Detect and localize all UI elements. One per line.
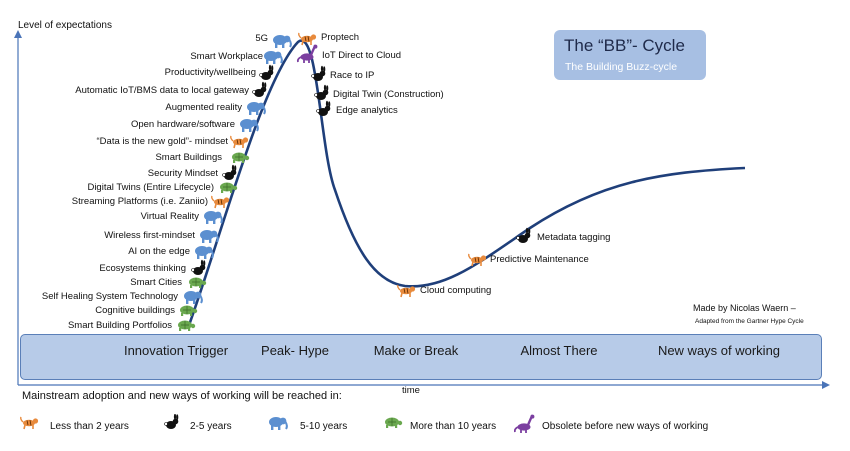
item-label: Augmented reality: [165, 102, 242, 113]
item-label: 5G: [255, 33, 268, 44]
item-label: Automatic IoT/BMS data to local gateway: [75, 85, 249, 96]
phase-almost-there: Almost There: [520, 343, 598, 358]
item-label: Virtual Reality: [140, 211, 199, 222]
turtle-icon: [385, 417, 403, 428]
item-label: Productivity/wellbeing: [164, 67, 256, 78]
diagram-title: The “BB”- Cycle: [564, 36, 685, 55]
phase-band: Innovation Trigger Peak- Hype Make or Br…: [20, 334, 822, 380]
item-label: IoT Direct to Cloud: [322, 50, 402, 61]
elephant-icon: [247, 102, 266, 115]
rabbit-icon: [314, 84, 329, 100]
item-label: Digital Twins (Entire Lifecycle): [87, 182, 214, 193]
diagram-subtitle: The Building Buzz-cycle: [565, 61, 678, 73]
rabbit-icon: [164, 414, 179, 429]
elephant-icon: [269, 417, 288, 430]
item-label: Metadata tagging: [537, 232, 611, 243]
item-label: AI on the edge: [128, 246, 190, 257]
item-label: Smart Buildings: [155, 152, 222, 163]
phase-new-ways-of-working: New ways of working: [657, 343, 781, 358]
rabbit-icon: [316, 100, 331, 116]
rabbit-icon: [191, 259, 206, 275]
y-axis-arrow: [14, 30, 22, 38]
elephant-icon: [200, 230, 219, 243]
title-box: The “BB”- Cycle The Building Buzz-cycle: [554, 30, 706, 80]
dinosaur-icon: [514, 414, 535, 433]
rabbit-icon: [222, 164, 237, 180]
legend-label: 5-10 years: [300, 421, 348, 432]
phase-make-or-break: Make or Break: [373, 343, 459, 358]
item-label: Smart Workplace: [190, 51, 263, 62]
item-label: Predictive Maintenance: [490, 254, 589, 265]
item-label: Proptech: [321, 32, 360, 43]
credit-author: Made by Nicolas Waern –: [693, 303, 796, 313]
rabbit-icon: [311, 65, 326, 81]
item-label: Streaming Platforms (i.e. Zaniio): [71, 196, 208, 207]
item-label: Open hardware/software: [130, 119, 235, 130]
turtle-icon: [189, 277, 207, 288]
elephant-icon: [240, 119, 259, 132]
y-axis-label: Level of expectations: [18, 20, 112, 31]
rabbit-icon: [259, 64, 274, 80]
item-label: Race to IP: [330, 70, 375, 81]
item-label: Edge analytics: [336, 105, 398, 116]
legend-label: Obsolete before new ways of working: [542, 421, 709, 432]
legend-label: More than 10 years: [410, 421, 497, 432]
x-axis-label: time: [402, 385, 420, 396]
item-label: “Data is the new gold”- mindset: [96, 136, 228, 147]
elephant-icon: [264, 51, 283, 64]
phase-innovation-trigger: Innovation Trigger: [123, 343, 229, 358]
item-label: Wireless first-mindset: [104, 230, 195, 241]
elephant-icon: [273, 35, 292, 48]
credit-source: Adapted from the Gartner Hype Cycle: [695, 318, 804, 325]
phase-peak-hype: Peak- Hype: [261, 343, 329, 358]
item-label: Cognitive buildings: [95, 305, 175, 316]
item-label: Self Healing System Technology: [41, 291, 178, 302]
technology-markers: [178, 32, 531, 331]
tiger-icon: [230, 135, 249, 149]
turtle-icon: [232, 152, 250, 163]
item-label: Security Mindset: [147, 168, 218, 179]
x-axis-arrow: [822, 381, 830, 389]
elephant-icon: [195, 246, 214, 259]
elephant-icon: [204, 211, 223, 224]
item-label: Cloud computing: [420, 285, 492, 296]
legend-label: Less than 2 years: [50, 421, 129, 432]
tiger-icon: [211, 195, 230, 209]
item-label: Smart Cities: [130, 277, 182, 288]
legend-label: 2-5 years: [190, 421, 232, 432]
hype-curve: [186, 39, 746, 329]
item-label: Smart Building Portfolios: [67, 320, 172, 331]
tiger-icon: [468, 253, 487, 267]
tiger-icon: [298, 32, 317, 46]
tiger-icon: [397, 284, 416, 298]
item-label: Digital Twin (Construction): [333, 89, 444, 100]
dino-icon: [296, 44, 318, 63]
turtle-icon: [180, 305, 198, 316]
elephant-icon: [184, 291, 203, 304]
turtle-icon: [220, 182, 238, 193]
tiger-icon: [20, 416, 39, 430]
turtle-icon: [178, 320, 196, 331]
legend-intro: Mainstream adoption and new ways of work…: [22, 390, 342, 402]
rabbit-icon: [516, 227, 531, 243]
rabbit-icon: [252, 81, 267, 97]
item-label: Ecosystems thinking: [99, 263, 186, 274]
